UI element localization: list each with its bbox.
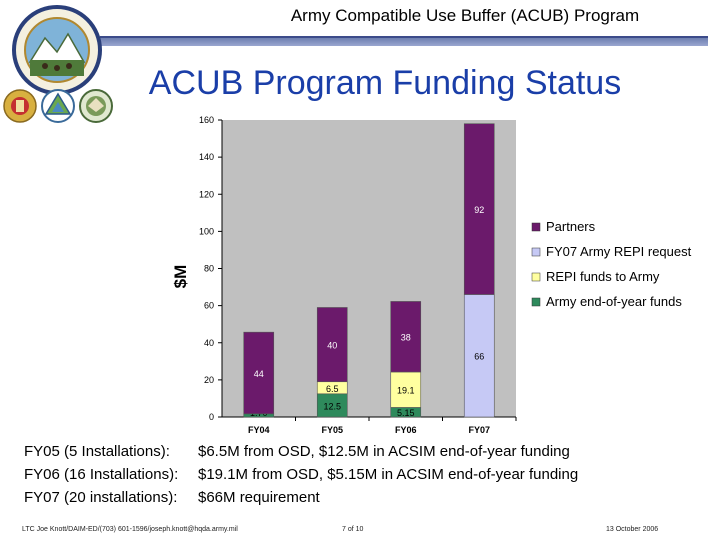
- bar-segment: [243, 331, 275, 415]
- slide-title: ACUB Program Funding Status: [148, 64, 622, 102]
- legend-swatch: [531, 272, 541, 282]
- funding-chart: 020406080100120140160$MFY041.7044FY0512.…: [171, 115, 692, 435]
- x-tick-label: FY05: [321, 425, 343, 435]
- y-tick-label: 0: [209, 412, 214, 422]
- footer-page: 7 of 10: [342, 526, 364, 533]
- note-text: $6.5M from OSD, $12.5M in ACSIM end-of-y…: [198, 443, 570, 460]
- y-axis-title: $M: [171, 265, 190, 289]
- header-title: Army Compatible Use Buffer (ACUB) Progra…: [290, 6, 640, 25]
- data-label: 5.15: [397, 408, 415, 418]
- data-label: 40: [327, 341, 337, 351]
- bar-segment: [463, 294, 495, 418]
- bar-segment: [390, 301, 422, 373]
- y-tick-label: 140: [199, 152, 214, 162]
- legend-label: REPI funds to Army: [546, 269, 660, 284]
- x-tick-label: FY06: [395, 425, 417, 435]
- footer-date: 13 October 2006: [606, 526, 659, 533]
- note-text: $19.1M from OSD, $5.15M in ACSIM end-of-…: [198, 466, 579, 483]
- eagle-emblem-icon: [79, 89, 113, 123]
- header-bar: [100, 36, 708, 46]
- legend-label: Partners: [546, 219, 596, 234]
- bar-segment: [463, 123, 495, 295]
- y-tick-label: 60: [204, 301, 214, 311]
- y-tick-label: 80: [204, 264, 214, 274]
- y-tick-label: 100: [199, 226, 214, 236]
- legend-swatch: [531, 247, 541, 257]
- note-fy07: FY07 (20 installations): $66M requirement: [24, 486, 578, 509]
- y-tick-label: 20: [204, 375, 214, 385]
- y-tick-label: 160: [199, 115, 214, 125]
- data-label: 92: [474, 205, 484, 215]
- note-label: FY06 (16 Installations):: [24, 466, 179, 483]
- bar-segment: [316, 307, 348, 383]
- note-label: FY07 (20 installations):: [24, 489, 178, 506]
- data-label: 12.5: [323, 401, 341, 411]
- legend-label: Army end-of-year funds: [546, 294, 682, 309]
- note-fy06: FY06 (16 Installations): $19.1M from OSD,…: [24, 463, 578, 486]
- logo-group: [3, 5, 113, 123]
- data-label: 44: [254, 369, 264, 379]
- legend-swatch: [531, 297, 541, 307]
- data-label: 6.5: [326, 384, 339, 394]
- army-emblem-icon: [3, 89, 37, 123]
- legend-label: FY07 Army REPI request: [546, 244, 692, 259]
- note-label: FY05 (5 Installations):: [24, 443, 170, 460]
- y-tick-label: 40: [204, 338, 214, 348]
- footer: LTC Joe Knott/DAIM-ED/(703) 601-1596/jos…: [0, 524, 720, 538]
- data-label: 38: [401, 333, 411, 343]
- y-tick-label: 120: [199, 189, 214, 199]
- seal-icon: [12, 5, 102, 95]
- legend-swatch: [531, 222, 541, 232]
- funding-notes: FY05 (5 Installations): $6.5M from OSD, $…: [24, 440, 578, 509]
- data-label: 19.1: [397, 386, 415, 396]
- note-text: $66M requirement: [198, 489, 320, 506]
- triangle-emblem-icon: [41, 89, 75, 123]
- bar-segment: [390, 371, 422, 408]
- footer-contact: LTC Joe Knott/DAIM-ED/(703) 601-1596/jos…: [22, 526, 238, 533]
- x-tick-label: FY04: [248, 425, 270, 435]
- note-fy05: FY05 (5 Installations): $6.5M from OSD, $…: [24, 440, 578, 463]
- data-label: 66: [474, 352, 484, 362]
- x-tick-label: FY07: [468, 425, 490, 435]
